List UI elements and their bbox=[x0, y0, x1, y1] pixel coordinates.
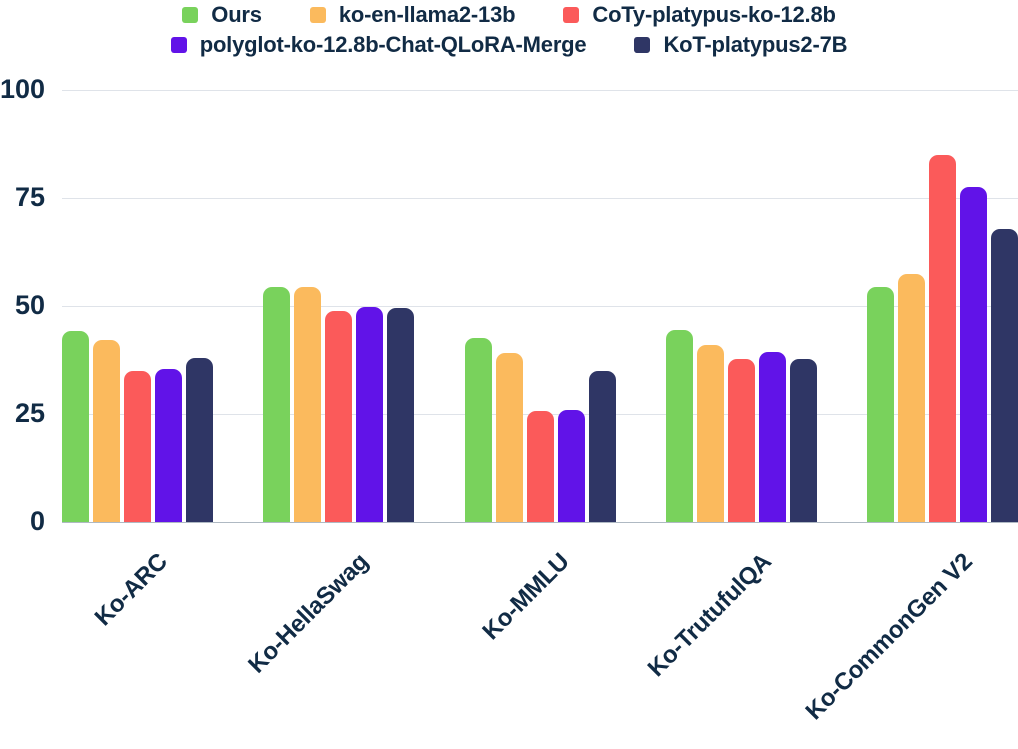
y-tick-label: 0 bbox=[29, 505, 45, 536]
bar bbox=[62, 331, 89, 522]
gridline bbox=[62, 305, 1018, 307]
bar bbox=[495, 352, 523, 522]
y-tick-label: 100 bbox=[0, 73, 45, 104]
bar bbox=[526, 410, 554, 522]
legend-swatch-icon bbox=[182, 7, 199, 23]
legend-item: KoT-platypus2-7B bbox=[634, 32, 847, 58]
bar-group bbox=[263, 90, 415, 522]
y-axis-tick-labels: 0 25 50 75 100 bbox=[0, 74, 45, 536]
y-tick-label: 75 bbox=[14, 181, 45, 212]
legend-label: KoT-platypus2-7B bbox=[663, 32, 848, 57]
bar bbox=[124, 370, 151, 522]
bar bbox=[696, 345, 724, 522]
bar-group bbox=[62, 90, 213, 522]
bar bbox=[758, 351, 786, 522]
bar bbox=[557, 410, 585, 522]
chart-legend: Ours ko-en-llama2-13b CoTy-platypus-ko-12.… bbox=[0, 2, 1018, 58]
legend-swatch-icon bbox=[309, 7, 326, 23]
bar-group bbox=[665, 90, 817, 522]
x-axis-label: Ko-ARC bbox=[89, 548, 173, 632]
bar bbox=[727, 358, 755, 522]
legend-swatch-icon bbox=[170, 37, 187, 53]
bar bbox=[325, 310, 353, 522]
bar bbox=[588, 371, 616, 522]
bar bbox=[960, 186, 987, 522]
legend-label: Ours bbox=[211, 2, 262, 27]
bar bbox=[155, 368, 182, 522]
legend-label: ko-en-llama2-13b bbox=[338, 2, 516, 27]
legend-label: polyglot-ko-12.8b-Chat-QLoRA-Merge bbox=[199, 32, 587, 57]
legend-swatch-icon bbox=[634, 37, 651, 53]
bar bbox=[387, 308, 415, 522]
bar bbox=[867, 287, 894, 522]
bar bbox=[789, 359, 817, 522]
bar bbox=[263, 287, 291, 522]
bar bbox=[464, 338, 492, 522]
legend-item: Ours bbox=[182, 2, 262, 28]
gridline bbox=[62, 197, 1018, 199]
legend-row: Ours ko-en-llama2-13b CoTy-platypus-ko-12.… bbox=[182, 2, 836, 28]
bar bbox=[991, 228, 1018, 522]
legend-item: CoTy-platypus-ko-12.8b bbox=[563, 2, 836, 28]
bar bbox=[665, 330, 693, 522]
y-tick-label: 50 bbox=[14, 289, 45, 320]
bar-group bbox=[464, 90, 616, 522]
legend-item: polyglot-ko-12.8b-Chat-QLoRA-Merge bbox=[170, 32, 587, 58]
bar bbox=[356, 306, 384, 522]
legend-swatch-icon bbox=[563, 7, 580, 23]
x-axis-label: Ko-TrutufulQA bbox=[642, 548, 777, 683]
legend-row: polyglot-ko-12.8b-Chat-QLoRA-Merge KoT-pl… bbox=[170, 32, 847, 58]
bar-group bbox=[867, 90, 1018, 522]
y-tick-label: 25 bbox=[14, 397, 45, 428]
x-axis-label: Ko-CommonGen V2 bbox=[800, 548, 978, 726]
bar bbox=[93, 340, 120, 522]
bar bbox=[929, 155, 956, 522]
bar-groups bbox=[62, 90, 1018, 522]
gridline bbox=[62, 89, 1018, 91]
bar bbox=[294, 287, 322, 522]
bar bbox=[898, 274, 925, 522]
bar bbox=[186, 357, 213, 522]
legend-label: CoTy-platypus-ko-12.8b bbox=[592, 2, 836, 27]
x-axis-label: Ko-HellaSwag bbox=[243, 548, 374, 679]
x-axis-label: Ko-MMLU bbox=[477, 548, 576, 646]
plot-area bbox=[62, 89, 1018, 523]
x-axis-baseline bbox=[62, 521, 1018, 523]
legend-item: ko-en-llama2-13b bbox=[309, 2, 516, 28]
